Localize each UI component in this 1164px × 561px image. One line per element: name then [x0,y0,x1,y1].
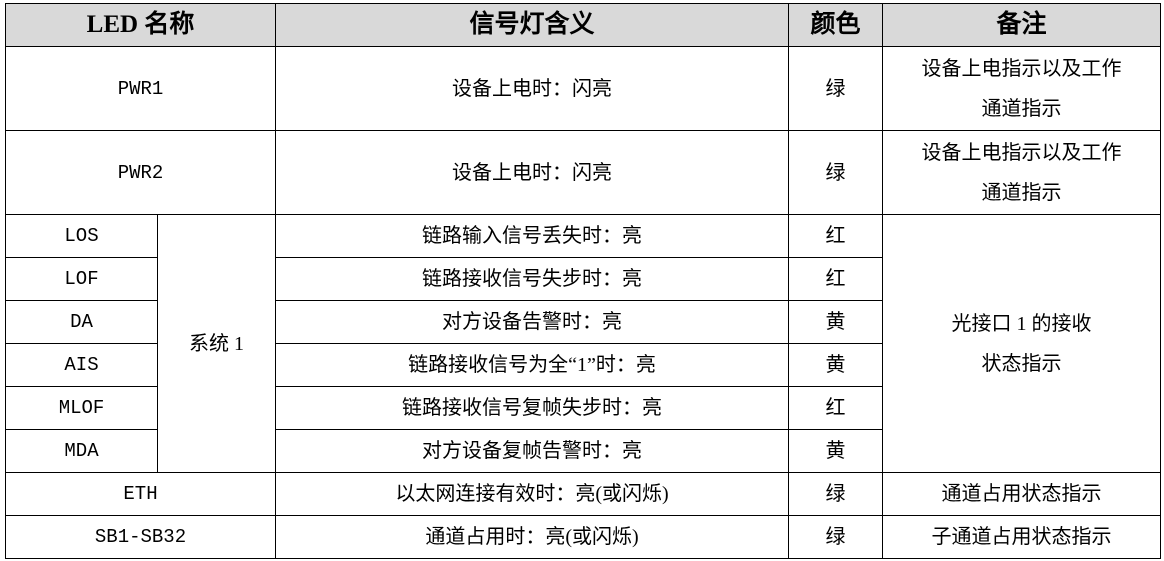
led-note: 子通道占用状态指示 [882,515,1161,559]
led-color: 红 [788,214,883,258]
table-row: LOF 链路接收信号失步时：亮 红 [5,257,1161,301]
led-meaning: 以太网连接有效时：亮(或闪烁) [275,472,789,516]
led-table: LED 名称 信号灯含义 颜色 备注 PWR1 设备上电时：闪亮 绿 设备上电指… [5,3,1161,559]
note-line: 设备上电指示以及工作 [921,57,1122,80]
table-row: PWR2 设备上电时：闪亮 绿 设备上电指示以及工作 通道指示 [5,130,1161,215]
led-color: 黄 [788,343,883,387]
note-line: 设备上电指示以及工作 [921,141,1122,164]
table-row: MLOF 链路接收信号复帧失步时：亮 红 [5,386,1161,430]
led-name: PWR1 [5,46,276,131]
led-meaning: 链路接收信号复帧失步时：亮 [275,386,789,430]
header-meaning: 信号灯含义 [275,3,789,47]
led-note: 设备上电指示以及工作 通道指示 [882,130,1161,215]
led-color: 红 [788,386,883,430]
led-meaning: 对方设备复帧告警时：亮 [275,429,789,473]
led-meaning: 设备上电时：闪亮 [275,130,789,215]
led-note: 设备上电指示以及工作 通道指示 [882,46,1161,131]
header-row: LED 名称 信号灯含义 颜色 备注 [5,3,1161,47]
group-note: 光接口 1 的接收 状态指示 [882,214,1161,473]
led-name: MLOF [5,386,158,430]
table-row: LOS 系统 1 链路输入信号丢失时：亮 红 光接口 1 的接收 状态指示 [5,214,1161,473]
led-name: AIS [5,343,158,387]
led-meaning: 通道占用时：亮(或闪烁) [275,515,789,559]
table-row: MDA 对方设备复帧告警时：亮 黄 [5,429,1161,473]
note-line: 通道指示 [981,181,1062,204]
led-meaning: 链路接收信号失步时：亮 [275,257,789,301]
header-led-name: LED 名称 [5,3,276,47]
led-name: SB1-SB32 [5,515,276,559]
led-name: LOF [5,257,158,301]
led-name: ETH [5,472,276,516]
led-color: 红 [788,257,883,301]
led-name: LOS [5,214,158,258]
table-row: AIS 链路接收信号为全“1”时：亮 黄 [5,343,1161,387]
table-row: DA 对方设备告警时：亮 黄 [5,300,1161,344]
note-line: 光接口 1 的接收 [951,312,1092,335]
led-meaning: 链路接收信号为全“1”时：亮 [275,343,789,387]
header-color: 颜色 [788,3,883,47]
note-line: 通道指示 [981,97,1062,120]
led-color: 绿 [788,130,883,215]
led-name: MDA [5,429,158,473]
note-line: 状态指示 [981,352,1062,375]
led-color: 绿 [788,515,883,559]
led-name: DA [5,300,158,344]
led-meaning: 对方设备告警时：亮 [275,300,789,344]
table-row: PWR1 设备上电时：闪亮 绿 设备上电指示以及工作 通道指示 [5,46,1161,131]
table-row: SB1-SB32 通道占用时：亮(或闪烁) 绿 子通道占用状态指示 [5,515,1161,559]
led-meaning: 设备上电时：闪亮 [275,46,789,131]
led-meaning: 链路输入信号丢失时：亮 [275,214,789,258]
led-color: 黄 [788,429,883,473]
table-row: ETH 以太网连接有效时：亮(或闪烁) 绿 通道占用状态指示 [5,472,1161,516]
led-color: 绿 [788,46,883,131]
led-note: 通道占用状态指示 [882,472,1161,516]
led-color: 绿 [788,472,883,516]
led-name: PWR2 [5,130,276,215]
group-label: 系统 1 [157,214,276,473]
led-color: 黄 [788,300,883,344]
header-note: 备注 [882,3,1161,47]
